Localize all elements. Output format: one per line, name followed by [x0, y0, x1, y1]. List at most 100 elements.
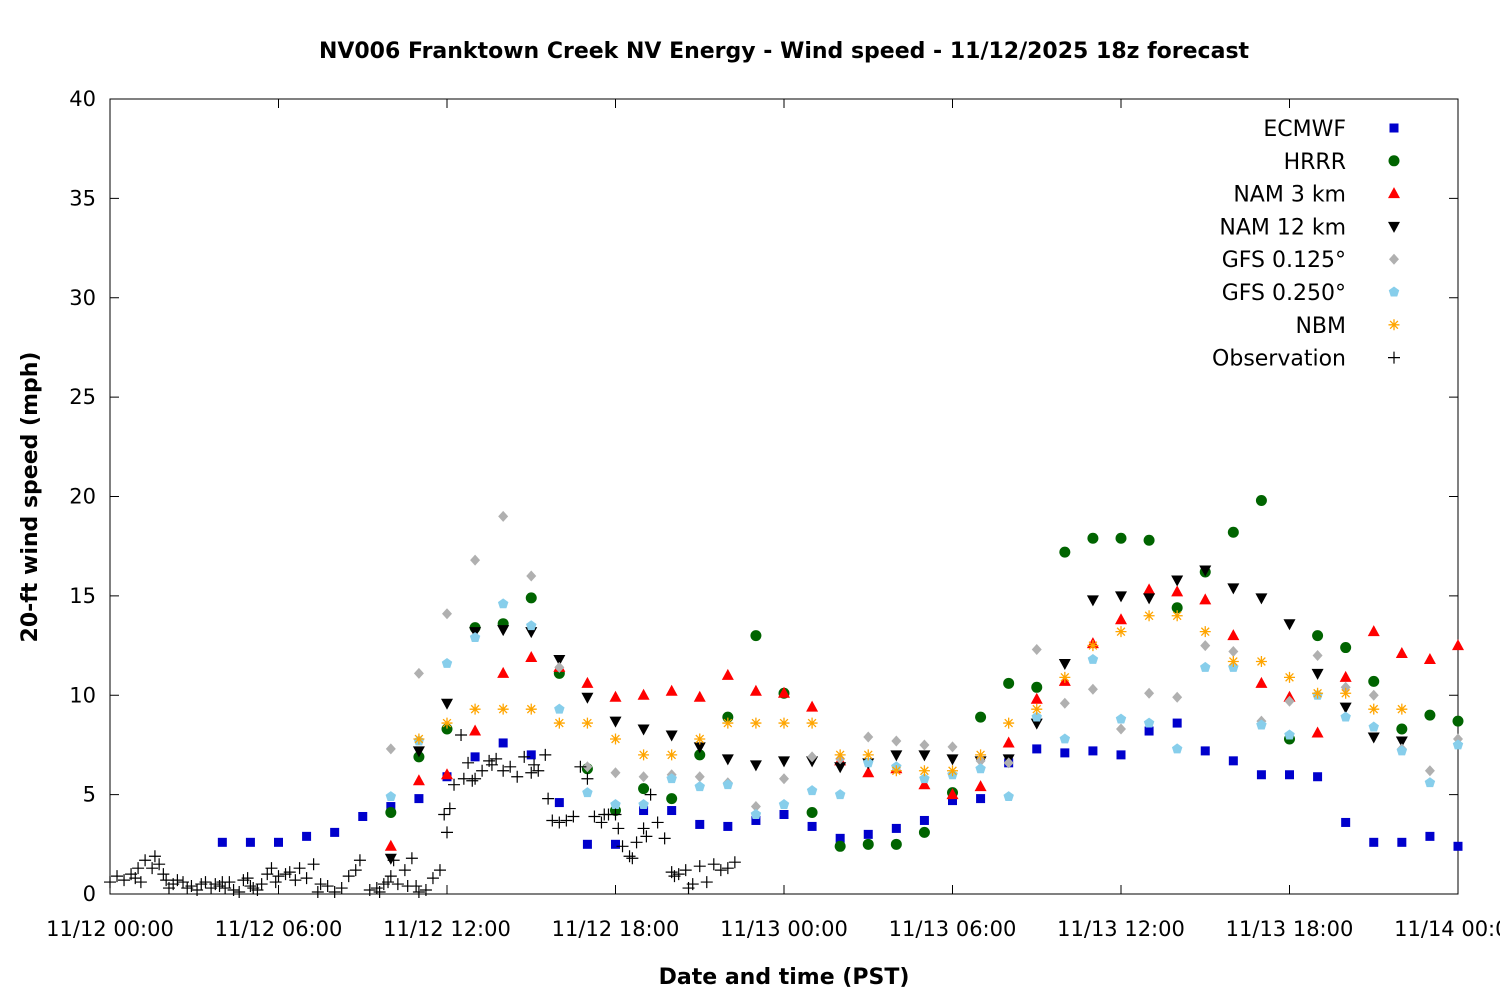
data-point: [947, 741, 958, 753]
data-point: [666, 749, 678, 761]
data-point: [665, 684, 678, 696]
data-point: [1311, 668, 1324, 680]
data-point: [553, 654, 566, 666]
data-point: [1227, 583, 1240, 595]
data-point: [667, 806, 677, 816]
data-point: [412, 886, 425, 899]
data-point: [1340, 711, 1351, 722]
data-point: [834, 789, 846, 800]
data-point: [1115, 591, 1127, 603]
y-tick-label: 0: [83, 882, 96, 906]
x-axis-label: Date and time (PST): [659, 965, 910, 990]
data-point: [574, 760, 587, 773]
data-point: [1255, 655, 1267, 667]
data-point: [448, 778, 461, 791]
data-point: [1200, 746, 1210, 756]
data-point: [476, 764, 489, 777]
data-point: [1032, 744, 1042, 754]
legend-label: ECMWF: [1263, 117, 1346, 142]
y-tick-label: 10: [69, 683, 96, 707]
data-point: [806, 700, 819, 712]
data-point: [1087, 683, 1098, 695]
data-point: [269, 876, 282, 889]
data-point: [335, 882, 348, 895]
data-point: [385, 807, 397, 819]
data-point: [438, 808, 451, 821]
data-point: [497, 764, 510, 777]
legend-label: Observation: [1212, 347, 1346, 372]
data-point: [693, 860, 706, 873]
data-point: [1059, 697, 1070, 709]
data-point: [1395, 736, 1408, 748]
legend-label: NAM 3 km: [1233, 183, 1346, 208]
data-point: [567, 810, 580, 823]
data-point: [974, 780, 987, 792]
data-point: [1396, 703, 1408, 715]
data-point: [525, 703, 537, 715]
data-point: [441, 826, 453, 839]
data-point: [433, 864, 446, 877]
data-point: [274, 837, 283, 847]
data-point: [307, 858, 320, 871]
data-point: [328, 886, 341, 899]
data-point: [834, 749, 846, 761]
data-point: [693, 742, 706, 754]
data-point: [778, 756, 790, 768]
data-point: [1368, 703, 1380, 715]
x-tick-label: 11/12 06:00: [215, 917, 343, 941]
series-ecmwf: [217, 718, 1463, 851]
data-point: [1227, 655, 1239, 667]
data-point: [1367, 732, 1380, 744]
legend-marker: [1388, 221, 1400, 233]
data-point: [918, 765, 930, 777]
legend-label: GFS 0.125°: [1222, 248, 1346, 273]
data-point: [553, 816, 566, 829]
data-point: [146, 862, 159, 875]
data-point: [750, 809, 762, 819]
data-point: [455, 729, 468, 741]
data-point: [413, 733, 425, 745]
data-point: [1340, 642, 1352, 654]
data-point: [498, 738, 508, 748]
data-point: [1171, 602, 1183, 614]
data-point: [546, 814, 559, 827]
data-point: [497, 625, 510, 637]
data-point: [1368, 721, 1379, 732]
data-point: [891, 823, 901, 833]
data-point: [525, 766, 538, 779]
data-point: [1284, 671, 1295, 683]
data-point: [722, 779, 734, 790]
data-point: [470, 554, 481, 566]
data-point: [511, 770, 524, 783]
data-point: [1452, 639, 1464, 651]
data-point: [255, 878, 268, 891]
data-point: [490, 752, 503, 765]
data-point: [1059, 546, 1071, 558]
data-point: [834, 840, 846, 852]
data-point: [1368, 675, 1380, 687]
y-tick-label: 35: [69, 186, 96, 210]
data-point: [778, 799, 790, 810]
legend-label: NAM 12 km: [1219, 215, 1346, 240]
data-point: [751, 815, 761, 825]
data-point: [1199, 626, 1211, 638]
data-point: [132, 862, 145, 875]
data-point: [412, 746, 425, 758]
y-tick-label: 30: [69, 286, 96, 310]
data-point: [582, 761, 593, 773]
data-point: [160, 874, 173, 887]
data-point: [863, 829, 873, 839]
x-tick-label: 11/13 00:00: [720, 917, 848, 941]
data-point: [1228, 756, 1238, 766]
data-point: [644, 788, 657, 801]
data-point: [1255, 676, 1268, 688]
data-point: [918, 826, 930, 838]
data-point: [1088, 746, 1098, 756]
data-point: [1087, 653, 1099, 664]
data-point: [504, 760, 517, 773]
data-point: [1143, 610, 1155, 622]
data-point: [217, 837, 227, 847]
data-point: [947, 765, 958, 777]
data-point: [890, 838, 902, 850]
data-point: [890, 765, 902, 777]
